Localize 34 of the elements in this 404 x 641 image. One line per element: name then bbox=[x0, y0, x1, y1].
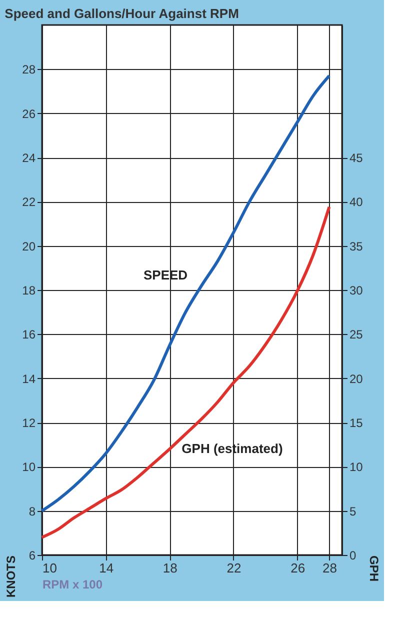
y-tick-label: 24 bbox=[22, 151, 36, 165]
y-tick-label: 20 bbox=[22, 239, 36, 254]
x-tick-label: 10 bbox=[42, 560, 57, 576]
x-tick-label: 22 bbox=[226, 560, 242, 576]
y-tick-label: 16 bbox=[22, 328, 36, 342]
y2-tick-label: 25 bbox=[350, 328, 364, 342]
line-series bbox=[40, 205, 331, 539]
line-series bbox=[40, 74, 331, 512]
y2-tick-label: 15 bbox=[350, 416, 364, 430]
y2-tick-label: 35 bbox=[350, 239, 364, 254]
y2-tick-label: 40 bbox=[350, 195, 364, 210]
y2-tick-label: 30 bbox=[350, 284, 364, 298]
y-tick-label: 8 bbox=[28, 504, 36, 518]
y-tick-label: 28 bbox=[22, 62, 36, 77]
y-axis-title: KNOTS bbox=[4, 556, 18, 598]
x-tick-label: 26 bbox=[290, 560, 306, 576]
chart-title: Speed and Gallons/Hour Against RPM bbox=[4, 6, 239, 21]
y-tick-label: 26 bbox=[22, 106, 36, 121]
y-tick-label: 10 bbox=[22, 460, 36, 474]
y-tick-label: 22 bbox=[22, 195, 36, 210]
y2-tick-label: 10 bbox=[350, 460, 364, 474]
y2-tick-label: 45 bbox=[350, 151, 364, 165]
y2-tick-label: 5 bbox=[350, 504, 356, 518]
x-tick-label: 18 bbox=[162, 560, 178, 576]
y-tick-label: 14 bbox=[22, 372, 36, 386]
y2-tick-label: 20 bbox=[350, 372, 364, 386]
x-tick-label: 14 bbox=[99, 560, 114, 576]
y2-axis-title: GPH bbox=[366, 556, 381, 582]
y-tick-label: 12 bbox=[22, 416, 36, 430]
x-axis-title: RPM x 100 bbox=[42, 578, 103, 592]
y2-tick-label: 0 bbox=[350, 548, 356, 562]
x-tick-label: 28 bbox=[322, 560, 337, 576]
y-tick-label: 18 bbox=[22, 284, 36, 298]
y-tick-label: 6 bbox=[28, 548, 36, 562]
